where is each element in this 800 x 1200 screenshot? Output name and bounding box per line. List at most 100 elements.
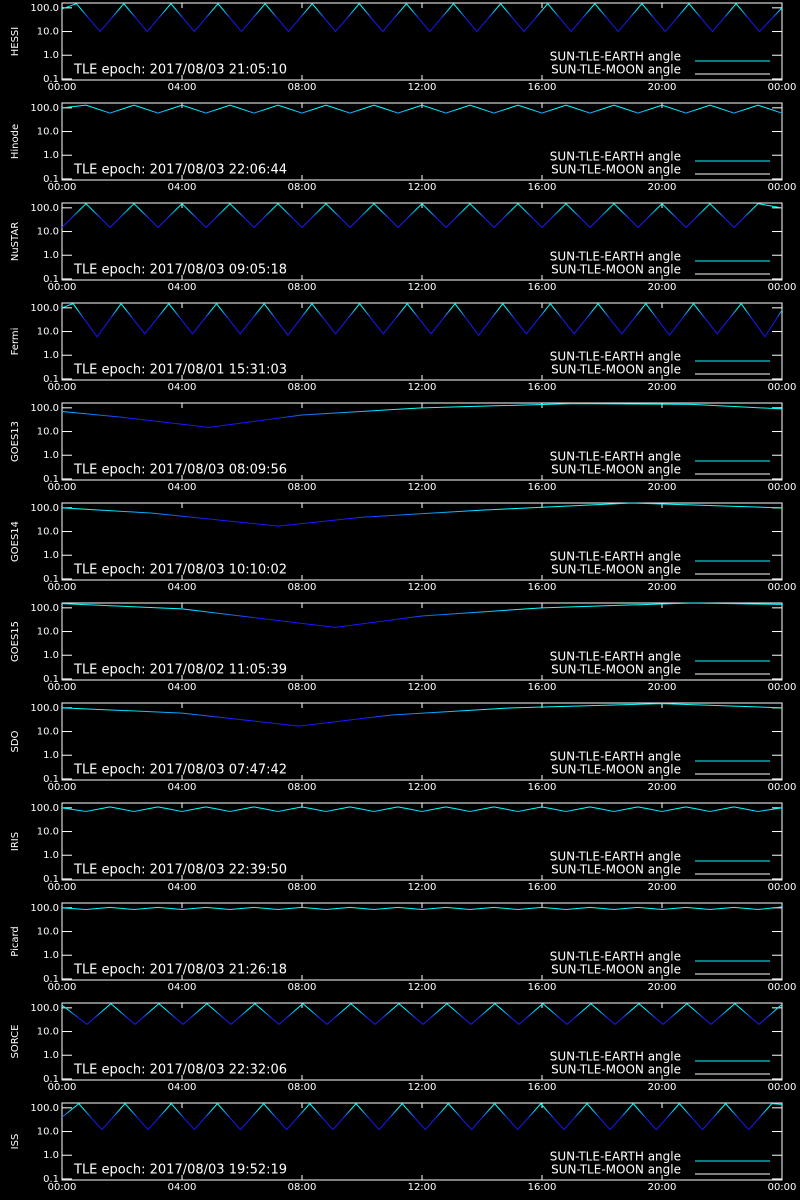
x-tick-label: 04:00 xyxy=(168,382,197,393)
x-tick-label: 00:00 xyxy=(48,82,77,93)
y-tick-label: 100.0 xyxy=(30,203,59,214)
y-tick-label: 0.1 xyxy=(43,374,59,385)
y-tick-label: 10.0 xyxy=(37,627,59,638)
y-tick-label: 0.1 xyxy=(43,74,59,85)
x-tick-label: 00:00 xyxy=(768,482,797,493)
x-tick-label: 16:00 xyxy=(528,982,557,993)
y-tick-label: 100.0 xyxy=(30,1103,59,1114)
x-tick-label: 00:00 xyxy=(48,182,77,193)
y-tick-label: 1.0 xyxy=(43,550,59,561)
y-tick-label: 10.0 xyxy=(37,327,59,338)
x-tick-label: 04:00 xyxy=(168,82,197,93)
x-tick-label: 00:00 xyxy=(768,682,797,693)
x-tick-label: 00:00 xyxy=(48,382,77,393)
y-tick-label: 100.0 xyxy=(30,603,59,614)
x-tick-label: 20:00 xyxy=(648,482,677,493)
x-tick-label: 12:00 xyxy=(408,1182,437,1193)
legend-label: SUN-TLE-EARTH angle xyxy=(550,50,681,64)
x-tick-label: 16:00 xyxy=(528,882,557,893)
y-axis-label: ISS xyxy=(10,1134,21,1150)
y-tick-label: 1.0 xyxy=(43,50,59,61)
x-tick-label: 00:00 xyxy=(768,82,797,93)
y-tick-label: 10.0 xyxy=(37,527,59,538)
x-tick-label: 16:00 xyxy=(528,382,557,393)
x-tick-label: 04:00 xyxy=(168,882,197,893)
x-tick-label: 20:00 xyxy=(648,882,677,893)
x-tick-label: 00:00 xyxy=(768,782,797,793)
data-line xyxy=(61,502,783,527)
y-tick-label: 10.0 xyxy=(37,927,59,938)
x-tick-label: 08:00 xyxy=(288,982,317,993)
x-tick-label: 12:00 xyxy=(408,682,437,693)
y-tick-label: 100.0 xyxy=(30,303,59,314)
x-tick-label: 04:00 xyxy=(168,982,197,993)
y-tick-label: 1.0 xyxy=(43,950,59,961)
annotation: TLE epoch: 2017/08/03 10:10:02 xyxy=(73,563,287,578)
x-tick-label: 12:00 xyxy=(408,382,437,393)
legend-label: SUN-TLE-MOON angle xyxy=(551,663,681,677)
y-tick-label: 100.0 xyxy=(30,903,59,914)
legend-label: SUN-TLE-MOON angle xyxy=(551,963,681,977)
y-tick-label: 10.0 xyxy=(37,227,59,238)
y-tick-label: 0.1 xyxy=(43,274,59,285)
x-tick-label: 16:00 xyxy=(528,782,557,793)
data-line xyxy=(61,806,783,813)
y-axis-label: SDO xyxy=(10,730,21,752)
y-tick-label: 0.1 xyxy=(43,674,59,685)
x-tick-label: 12:00 xyxy=(408,82,437,93)
x-tick-label: 08:00 xyxy=(288,782,317,793)
y-tick-label: 1.0 xyxy=(43,250,59,261)
x-tick-label: 20:00 xyxy=(648,582,677,593)
y-tick-label: 1.0 xyxy=(43,850,59,861)
x-tick-label: 08:00 xyxy=(288,182,317,193)
legend-label: SUN-TLE-MOON angle xyxy=(551,1063,681,1077)
y-axis-label: SORCE xyxy=(10,1025,21,1059)
x-tick-label: 12:00 xyxy=(408,482,437,493)
y-tick-label: 100.0 xyxy=(30,803,59,814)
y-axis-label: GOES14 xyxy=(10,521,21,562)
x-tick-label: 16:00 xyxy=(528,1082,557,1093)
x-tick-label: 04:00 xyxy=(168,282,197,293)
y-tick-label: 100.0 xyxy=(30,103,59,114)
data-line xyxy=(61,202,783,229)
x-tick-label: 16:00 xyxy=(528,682,557,693)
y-axis-label: HESSI xyxy=(10,27,21,56)
legend-label: SUN-TLE-MOON angle xyxy=(551,263,681,277)
x-tick-label: 00:00 xyxy=(768,1082,797,1093)
x-tick-label: 16:00 xyxy=(528,482,557,493)
x-tick-label: 16:00 xyxy=(528,182,557,193)
x-tick-label: 16:00 xyxy=(528,582,557,593)
legend-label: SUN-TLE-EARTH angle xyxy=(550,1050,681,1064)
x-tick-label: 08:00 xyxy=(288,82,317,93)
x-tick-label: 00:00 xyxy=(768,982,797,993)
y-tick-label: 0.1 xyxy=(43,574,59,585)
y-tick-label: 0.1 xyxy=(43,774,59,785)
y-tick-label: 0.1 xyxy=(43,1174,59,1185)
x-tick-label: 00:00 xyxy=(48,882,77,893)
x-tick-label: 16:00 xyxy=(528,1182,557,1193)
x-tick-label: 00:00 xyxy=(48,1082,77,1093)
y-axis-label: GOES13 xyxy=(10,421,21,462)
legend-label: SUN-TLE-MOON angle xyxy=(551,763,681,777)
annotation: TLE epoch: 2017/08/03 21:26:18 xyxy=(73,963,287,978)
annotation: TLE epoch: 2017/08/03 09:05:18 xyxy=(73,263,287,278)
data-line xyxy=(61,302,783,338)
x-tick-label: 04:00 xyxy=(168,782,197,793)
x-tick-label: 20:00 xyxy=(648,1182,677,1193)
data-line xyxy=(61,602,783,628)
x-tick-label: 12:00 xyxy=(408,282,437,293)
legend-label: SUN-TLE-EARTH angle xyxy=(550,950,681,964)
y-tick-label: 10.0 xyxy=(37,1027,59,1038)
annotation: TLE epoch: 2017/08/03 22:06:44 xyxy=(73,163,287,178)
legend-label: SUN-TLE-MOON angle xyxy=(551,463,681,477)
x-tick-label: 04:00 xyxy=(168,582,197,593)
y-tick-label: 10.0 xyxy=(37,727,59,738)
y-axis-label: IRIS xyxy=(10,832,21,851)
x-tick-label: 04:00 xyxy=(168,1182,197,1193)
x-tick-label: 00:00 xyxy=(48,982,77,993)
y-tick-label: 1.0 xyxy=(43,1150,59,1161)
legend-label: SUN-TLE-MOON angle xyxy=(551,363,681,377)
x-tick-label: 12:00 xyxy=(408,882,437,893)
y-tick-label: 1.0 xyxy=(43,350,59,361)
